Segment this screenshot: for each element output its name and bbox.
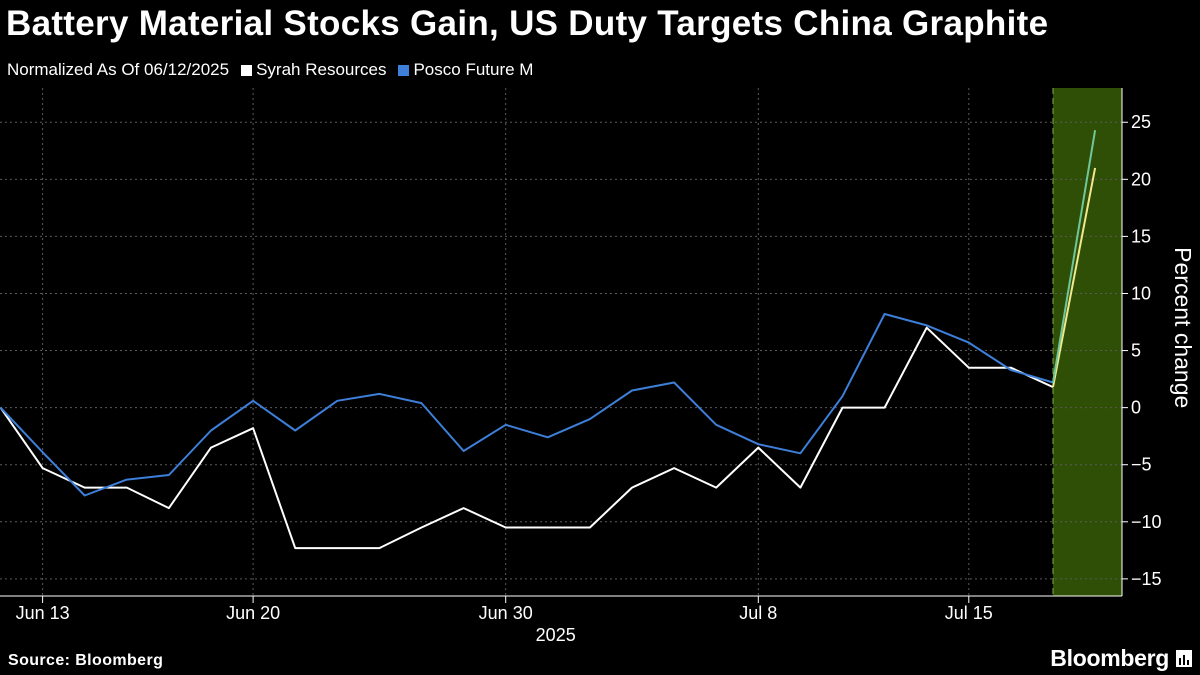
logo-badge-icon <box>1176 650 1192 667</box>
legend-item-syrah: Syrah Resources <box>241 60 386 80</box>
x-tick-label: Jun 30 <box>479 603 533 623</box>
legend-swatch-syrah <box>241 64 253 76</box>
legend-label-posco: Posco Future M <box>413 60 534 79</box>
x-year-label: 2025 <box>536 625 576 645</box>
y-tick-label: 25 <box>1131 112 1151 132</box>
legend: Normalized As Of 06/12/2025 Syrah Resour… <box>7 60 533 80</box>
y-tick-label: −15 <box>1131 569 1162 589</box>
chart-title: Battery Material Stocks Gain, US Duty Ta… <box>6 4 1049 43</box>
legend-item-posco: Posco Future M <box>398 60 533 80</box>
y-tick-label: 5 <box>1131 341 1141 361</box>
x-tick-label: Jun 20 <box>226 603 280 623</box>
legend-label-syrah: Syrah Resources <box>256 60 387 79</box>
y-tick-label: 20 <box>1131 169 1151 189</box>
y-tick-label: −10 <box>1131 512 1162 532</box>
logo-text: Bloomberg <box>1050 645 1169 671</box>
legend-swatch-posco <box>398 64 410 76</box>
series-line-syrah <box>0 326 1054 550</box>
series-highlight-posco <box>1052 130 1097 383</box>
source-note: Source: Bloomberg <box>8 652 164 669</box>
x-tick-label: Jul 15 <box>945 603 993 623</box>
y-tick-label: −5 <box>1131 455 1152 475</box>
y-tick-label: 15 <box>1131 226 1151 246</box>
highlight-region <box>1053 88 1122 596</box>
normalized-note: Normalized As Of 06/12/2025 <box>7 60 230 79</box>
y-tick-label: 0 <box>1131 398 1141 418</box>
x-tick-label: Jun 13 <box>16 603 70 623</box>
series-line-posco <box>0 313 1054 497</box>
bloomberg-logo: Bloomberg <box>1050 645 1192 672</box>
x-tick-label: Jul 8 <box>739 603 777 623</box>
y-tick-label: 10 <box>1131 283 1151 303</box>
series-highlight-syrah <box>1052 167 1097 388</box>
y-axis-title: Percent change <box>1170 247 1196 408</box>
